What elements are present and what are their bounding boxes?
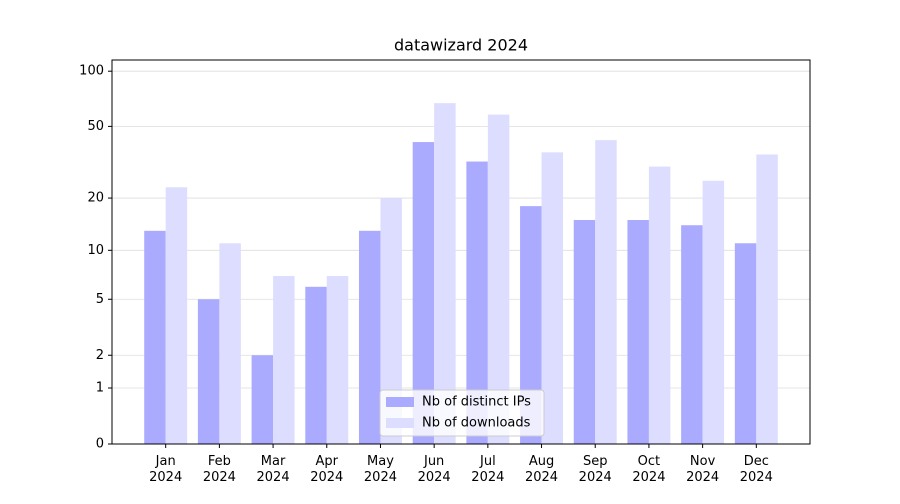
x-tick-label: Mar 2024 bbox=[257, 454, 290, 485]
x-tick-label: Oct 2024 bbox=[632, 454, 665, 485]
x-tick-label: Apr 2024 bbox=[310, 454, 343, 485]
x-tick-label: Sep 2024 bbox=[579, 454, 612, 485]
x-tick-label-line: 2024 bbox=[632, 470, 665, 485]
legend-swatch bbox=[386, 397, 414, 407]
bar bbox=[358, 230, 381, 444]
y-tick-label: 5 bbox=[96, 292, 104, 307]
plot-frame bbox=[111, 59, 811, 445]
y-tick-label: 20 bbox=[87, 191, 104, 206]
y-tick-label: 10 bbox=[87, 243, 104, 258]
bar bbox=[487, 114, 510, 445]
x-tick-label: Jun 2024 bbox=[418, 454, 451, 485]
bar bbox=[756, 154, 778, 444]
x-tick-label-line: Jul bbox=[479, 454, 496, 469]
x-tick-label-line: 2024 bbox=[310, 470, 343, 485]
x-tick-label-line: 2024 bbox=[257, 470, 290, 485]
x-tick-label-line: 2024 bbox=[579, 470, 612, 485]
bar bbox=[627, 220, 649, 444]
bar bbox=[541, 152, 564, 444]
x-tick-label: May 2024 bbox=[364, 454, 397, 485]
bar bbox=[251, 355, 274, 444]
x-tick-label-line: Feb bbox=[208, 454, 231, 469]
x-tick-label-line: 2024 bbox=[740, 470, 773, 485]
bar bbox=[573, 220, 596, 444]
bar bbox=[326, 276, 349, 444]
bar bbox=[165, 187, 188, 444]
x-tick-label-line: 2024 bbox=[525, 470, 558, 485]
x-tick-label: Dec 2024 bbox=[740, 454, 773, 485]
x-tick-label: Jan 2024 bbox=[149, 454, 182, 485]
chart-title: datawizard 2024 bbox=[394, 36, 528, 55]
x-tick-label-line: 2024 bbox=[686, 470, 719, 485]
x-tick-label-line: May bbox=[367, 454, 394, 469]
x-tick-label-line: 2024 bbox=[471, 470, 504, 485]
bar bbox=[520, 206, 542, 444]
x-tick-label: Nov 2024 bbox=[686, 454, 719, 485]
x-tick-label-line: Mar bbox=[261, 454, 286, 469]
bar bbox=[595, 140, 617, 444]
bar bbox=[734, 243, 757, 444]
bar bbox=[466, 161, 488, 444]
bar bbox=[434, 103, 456, 445]
x-tick-label: Jul 2024 bbox=[471, 454, 504, 485]
x-tick-label-line: Apr bbox=[316, 454, 339, 469]
legend-label: Nb of downloads bbox=[422, 416, 531, 431]
x-tick-label-line: Jun bbox=[423, 454, 444, 469]
legend-box bbox=[379, 389, 545, 437]
bar bbox=[144, 230, 166, 444]
y-tick-label: 50 bbox=[87, 119, 104, 134]
y-tick-label: 0 bbox=[96, 437, 104, 452]
x-tick-label-line: Dec bbox=[744, 454, 769, 469]
bar bbox=[681, 225, 703, 444]
bar bbox=[412, 142, 435, 444]
y-tick-label: 100 bbox=[79, 64, 104, 79]
bar bbox=[197, 299, 220, 444]
x-tick-label-line: 2024 bbox=[203, 470, 236, 485]
x-tick-label-line: 2024 bbox=[149, 470, 182, 485]
x-tick-label: Feb 2024 bbox=[203, 454, 236, 485]
x-tick-label: Aug 2024 bbox=[525, 454, 558, 485]
bar bbox=[305, 286, 327, 444]
y-tick-label: 1 bbox=[96, 381, 104, 396]
bar bbox=[273, 276, 295, 444]
bar bbox=[380, 198, 402, 444]
legend-swatch bbox=[386, 418, 414, 428]
x-tick-label-line: 2024 bbox=[418, 470, 451, 485]
x-tick-label-line: Jan bbox=[155, 454, 176, 469]
x-tick-label-line: Sep bbox=[583, 454, 608, 469]
bar bbox=[648, 166, 671, 444]
x-tick-label-line: Nov bbox=[690, 454, 716, 469]
bar bbox=[219, 243, 241, 444]
x-tick-label-line: 2024 bbox=[364, 470, 397, 485]
x-tick-label-line: Oct bbox=[638, 454, 660, 469]
y-tick-label: 2 bbox=[96, 348, 104, 363]
bar bbox=[702, 180, 725, 444]
legend-label: Nb of distinct IPs bbox=[422, 395, 531, 410]
x-tick-label-line: Aug bbox=[529, 454, 554, 469]
